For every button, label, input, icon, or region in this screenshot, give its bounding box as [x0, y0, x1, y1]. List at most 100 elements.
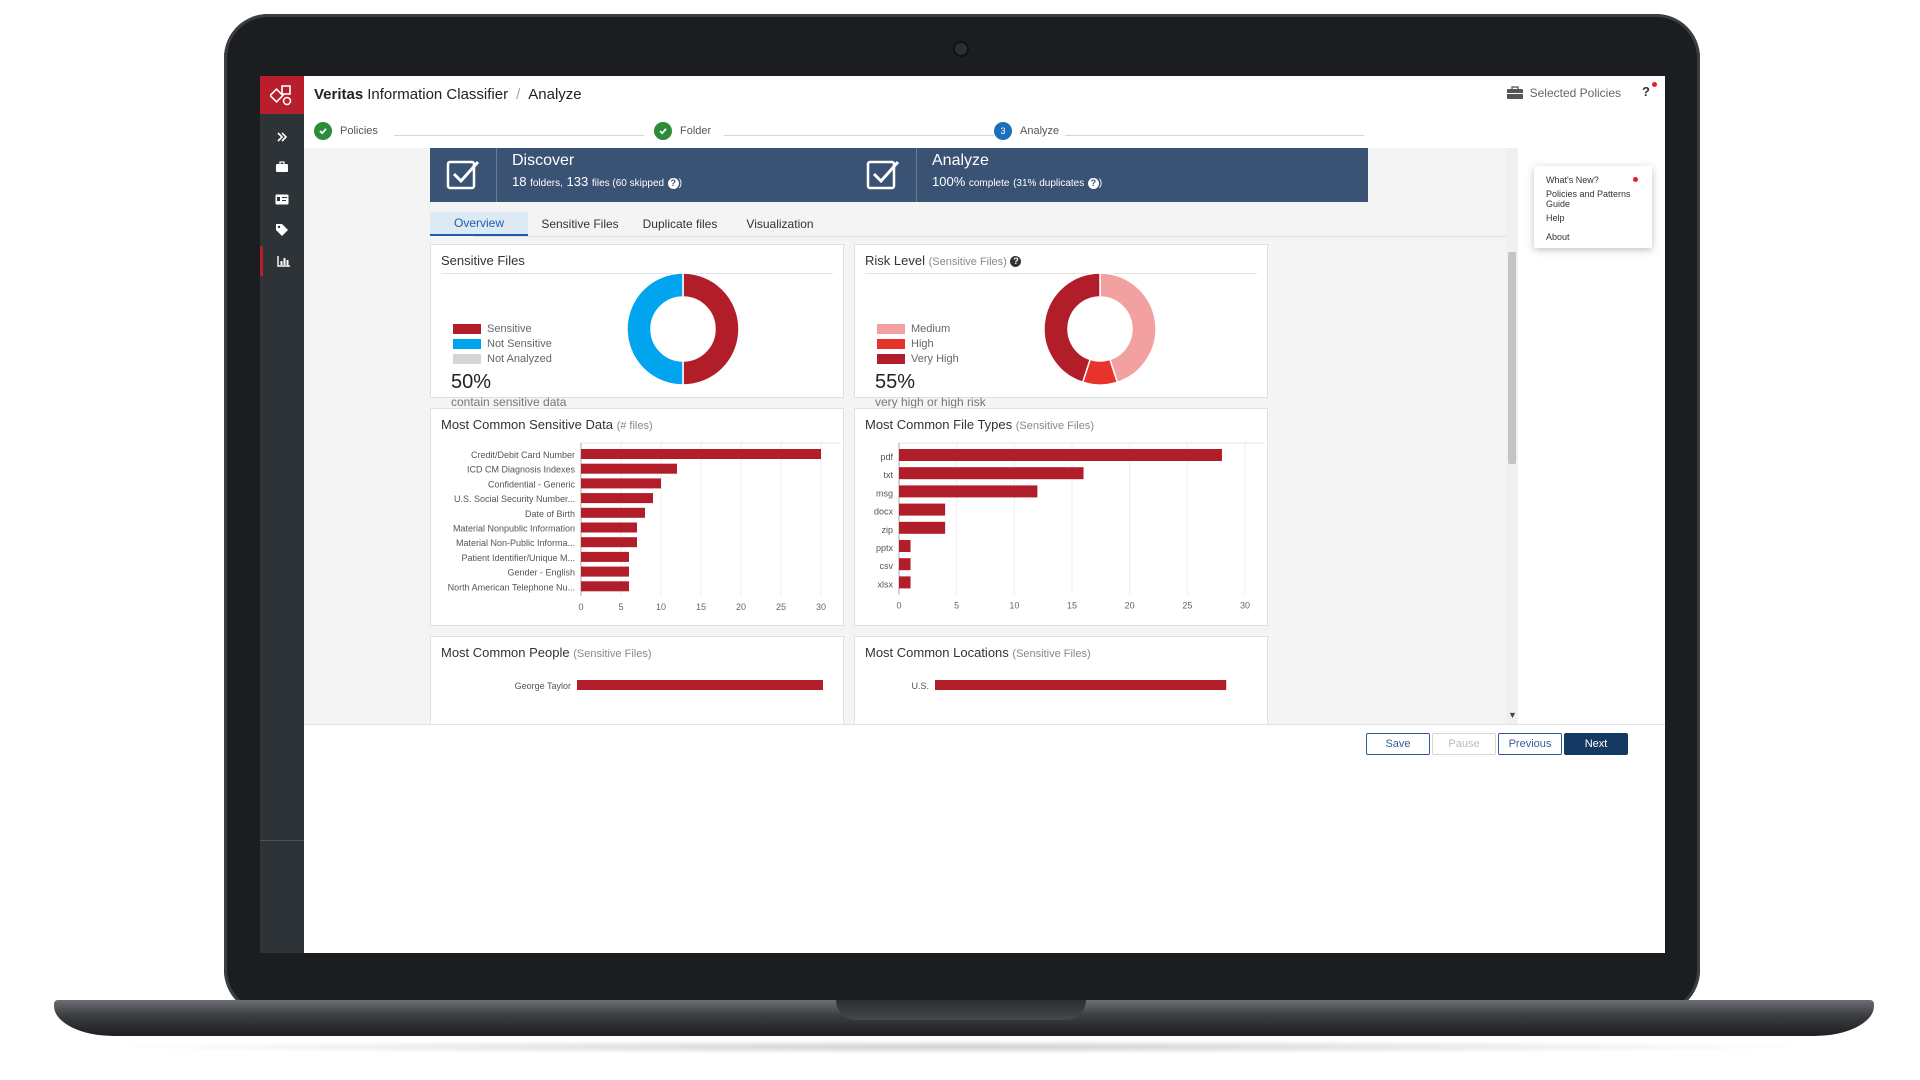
tab-overview[interactable]: Overview: [430, 212, 528, 236]
previous-button[interactable]: Previous: [1498, 733, 1562, 755]
help-question-icon[interactable]: ?: [1642, 84, 1650, 99]
menu-item-whats-new[interactable]: What's New?: [1534, 170, 1652, 189]
card-divider: [916, 148, 917, 202]
info-icon[interactable]: ?: [667, 178, 679, 189]
y-tick-label: George Taylor: [515, 681, 571, 691]
donut-slice-very-high: [1043, 272, 1101, 384]
panel-title: Sensitive Files: [441, 253, 525, 268]
people-bar-chart: George Taylor: [515, 680, 823, 691]
folder-count: 18: [512, 174, 527, 189]
x-tick-label: 30: [1240, 601, 1250, 611]
selected-policies-button[interactable]: Selected Policies: [1506, 86, 1621, 100]
nav-policies[interactable]: [260, 152, 304, 182]
menu-label: About: [1546, 231, 1570, 242]
tab-visualization[interactable]: Visualization: [746, 217, 814, 231]
panel-title: Risk Level (Sensitive Files) ?: [865, 253, 1022, 268]
step-folder[interactable]: Folder: [654, 122, 718, 140]
info-icon[interactable]: ?: [1010, 256, 1022, 267]
nav-cards[interactable]: [260, 184, 304, 214]
legend-item: Sensitive: [453, 321, 552, 336]
briefcase-icon: [1506, 86, 1523, 99]
veritas-logo[interactable]: [260, 76, 304, 114]
info-icon[interactable]: ?: [1087, 178, 1099, 189]
next-button[interactable]: Next: [1564, 733, 1628, 755]
duplicate-label: (31% duplicates: [1013, 178, 1085, 189]
x-tick-label: 5: [954, 601, 959, 611]
laptop-notch: [836, 1000, 1086, 1020]
legend-label: Not Sensitive: [487, 337, 552, 350]
risk-percent: 55%: [875, 371, 916, 393]
nav-expand[interactable]: [260, 122, 304, 152]
risk-caption: very high or high risk: [875, 395, 986, 409]
x-tick-label: 15: [696, 602, 706, 612]
paren: ): [1098, 178, 1103, 189]
nav-tags[interactable]: [260, 215, 304, 245]
x-tick-label: 0: [578, 602, 583, 612]
people-panel: Most Common People (Sensitive Files) Geo…: [430, 636, 844, 724]
paren: ): [678, 178, 683, 189]
x-tick-label: 5: [618, 602, 623, 612]
bar: [581, 449, 821, 459]
pause-button[interactable]: Pause: [1432, 733, 1496, 755]
file-types-panel: Most Common File Types (Sensitive Files)…: [854, 408, 1268, 626]
y-tick-label: xlsx: [878, 579, 894, 589]
notification-dot: [1652, 82, 1657, 87]
y-tick-label: txt: [883, 470, 893, 480]
legend-swatch: [453, 323, 481, 334]
donut-slice-sensitive: [682, 272, 740, 386]
title-text: Most Common Locations: [865, 645, 1009, 660]
scroll-thumb[interactable]: [1508, 252, 1516, 464]
selected-policies-label: Selected Policies: [1529, 86, 1621, 100]
y-tick-label: msg: [876, 488, 893, 498]
y-tick-label: Gender - English: [507, 568, 575, 578]
step-policies[interactable]: Policies: [314, 122, 384, 140]
discover-summary: 18 folders, 133 files (60 skipped ?): [512, 174, 682, 189]
tab-sensitive-files[interactable]: Sensitive Files: [541, 217, 619, 231]
bar: [899, 485, 1038, 498]
sensitive-data-bar-chart: 0 5 10 15 20 25 30 Credit/Debit Card Number ICD …: [448, 442, 841, 612]
legend: Medium High Very High: [877, 321, 959, 366]
title-text: Risk Level: [865, 253, 925, 268]
risk-donut-chart: [1043, 272, 1157, 386]
locations-panel: Most Common Locations (Sensitive Files) …: [854, 636, 1268, 724]
legend-swatch: [453, 353, 481, 364]
sensitive-percent: 50%: [451, 371, 492, 393]
scroll-down-icon[interactable]: ▼: [1508, 710, 1517, 720]
y-tick-label: pptx: [876, 543, 894, 553]
legend-swatch: [453, 338, 481, 349]
new-dot: [1633, 177, 1638, 182]
step-connector: [1064, 135, 1364, 136]
bar: [899, 467, 1084, 480]
page-title: Analyze: [528, 86, 582, 103]
panel-title: Most Common File Types (Sensitive Files): [865, 417, 1094, 432]
progress-stepper: Policies Folder 3 Analyze: [304, 114, 1515, 148]
save-button[interactable]: Save: [1366, 733, 1430, 755]
checkbox-icon: [446, 160, 480, 190]
bar: [581, 566, 629, 577]
legend-swatch: [877, 338, 905, 349]
menu-label: Help: [1546, 212, 1565, 223]
tab-duplicate-files[interactable]: Duplicate files: [642, 217, 718, 231]
vertical-scrollbar[interactable]: ▼: [1506, 148, 1518, 724]
analyze-title: Analyze: [932, 152, 989, 169]
menu-item-guide[interactable]: Policies and Patterns Guide: [1534, 189, 1652, 209]
top-bar: Veritas Information Classifier / Analyze…: [304, 76, 1665, 114]
briefcase-icon: [276, 161, 288, 172]
bar: [577, 680, 823, 690]
title-sub: (Sensitive Files): [928, 256, 1007, 268]
y-tick-label: U.S.: [911, 681, 929, 691]
menu-label: What's New?: [1546, 174, 1599, 185]
step-analyze[interactable]: 3 Analyze: [994, 122, 1066, 140]
menu-item-about[interactable]: About: [1534, 227, 1652, 246]
panel-title: Most Common Locations (Sensitive Files): [865, 645, 1091, 660]
legend-label: High: [911, 337, 934, 350]
bar: [581, 581, 629, 592]
y-tick-label: ICD CM Diagnosis Indexes: [467, 465, 576, 475]
y-tick-label: docx: [874, 507, 894, 517]
menu-item-help[interactable]: Help: [1534, 208, 1652, 227]
folder-label: folders,: [530, 178, 563, 189]
nav-analytics[interactable]: [260, 246, 304, 276]
title-sub: (Sensitive Files): [1012, 648, 1091, 660]
checkbox-icon: [866, 160, 900, 190]
complete-label: complete: [968, 178, 1010, 189]
